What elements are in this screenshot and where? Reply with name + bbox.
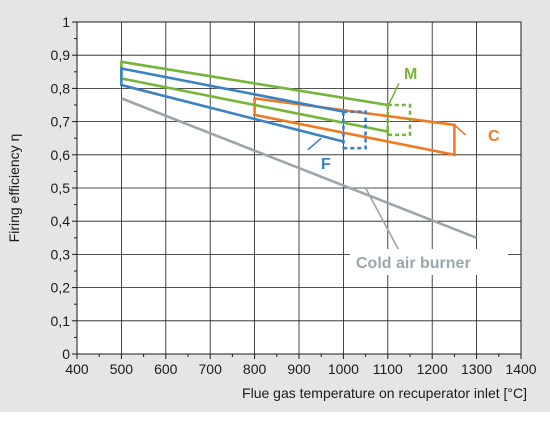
y-tick-label: 0,8 — [51, 80, 71, 96]
series-lower-f — [119, 83, 345, 144]
y-tick-label: 0,3 — [51, 246, 71, 262]
ticks: 400 500 600 700 800 900 1000 1100 1200 1300 1400 0 0… — [51, 14, 537, 377]
x-axis-label: Flue gas temperature on recuperator inle… — [242, 385, 527, 401]
y-tick-label: 1 — [62, 14, 70, 30]
y-tick-label: 0,5 — [51, 180, 71, 196]
x-tick-label: 1200 — [417, 361, 448, 377]
series-lower-m — [119, 76, 390, 134]
chart-panel: 400 500 600 700 800 900 1000 1100 1200 1300 1400 0 0… — [0, 0, 550, 412]
y-tick-label: 0,7 — [51, 114, 71, 130]
y-tick-label: 0,9 — [51, 47, 71, 63]
series-label-f: F — [321, 156, 331, 173]
x-tick-label: 600 — [154, 361, 178, 377]
leader-m — [387, 83, 400, 108]
x-tick-label: 1000 — [328, 361, 359, 377]
x-tick-label: 1400 — [505, 361, 536, 377]
series-label-c: C — [488, 128, 500, 145]
y-axis-label: Firing efficiency η — [6, 134, 22, 243]
y-tick-label: 0,4 — [51, 213, 71, 229]
firing-efficiency-chart: 400 500 600 700 800 900 1000 1100 1200 1300 1400 0 0… — [6, 14, 537, 401]
y-tick-label: 0,1 — [51, 313, 71, 329]
series-lower-c — [253, 113, 456, 157]
series-upper-c — [253, 96, 456, 127]
x-tick-label: 500 — [110, 361, 134, 377]
series-label-m: M — [404, 66, 417, 83]
y-tick-label: 0,6 — [51, 147, 71, 163]
cold-air-label-bg — [350, 249, 508, 275]
x-tick-label: 900 — [287, 361, 311, 377]
series-group — [119, 60, 478, 255]
series-label-cold-air-burner: Cold air burner — [356, 255, 471, 272]
x-tick-label: 400 — [65, 361, 89, 377]
series-dashed-extension-m — [387, 103, 412, 137]
series-upper-f — [119, 66, 345, 114]
series-line-cold-air-burner — [120, 97, 478, 240]
x-tick-label: 1300 — [461, 361, 492, 377]
leader-c — [453, 124, 467, 136]
y-tick-label: 0,2 — [51, 280, 71, 296]
leader-f — [307, 137, 322, 151]
x-tick-label: 800 — [243, 361, 267, 377]
x-tick-label: 700 — [199, 361, 223, 377]
series-upper-m — [119, 60, 390, 107]
y-tick-label: 0 — [62, 346, 70, 362]
leader-cold-air-burner — [364, 187, 402, 255]
x-tick-label: 1100 — [373, 361, 403, 377]
